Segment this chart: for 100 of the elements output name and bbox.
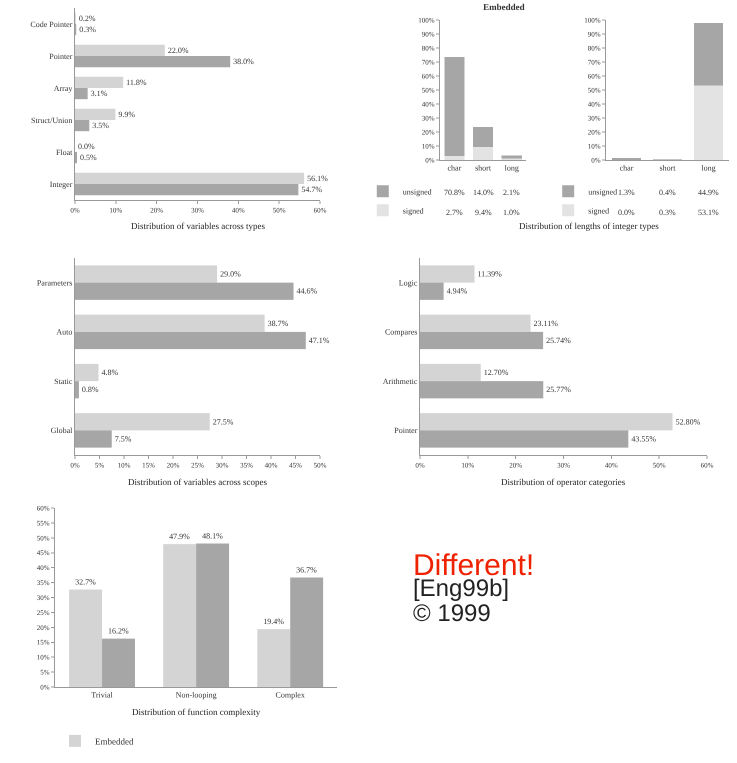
data-label: 0.3% <box>79 25 96 34</box>
bar <box>75 108 116 120</box>
bar <box>420 430 628 448</box>
data-label: 38.7% <box>268 318 289 328</box>
bar <box>75 172 304 184</box>
data-label: 2.1% <box>503 188 520 197</box>
x-tick-label: short <box>475 164 492 173</box>
data-label: 53.1% <box>698 208 719 217</box>
data-label: 56.1% <box>307 174 328 183</box>
x-tick-label: long <box>701 164 716 173</box>
bar <box>473 146 494 160</box>
bar <box>444 57 464 156</box>
bar <box>196 544 230 687</box>
data-label: 29.0% <box>220 270 242 279</box>
x-tick-label: char <box>447 164 462 173</box>
data-label: 25.77% <box>546 385 572 394</box>
bar <box>444 156 464 160</box>
text: © 1999 <box>413 600 491 627</box>
y-tick-label: Code Pointer <box>30 20 73 29</box>
bar <box>75 44 165 56</box>
x-axis-title: Distribution of function complexity <box>132 707 261 717</box>
bar <box>75 120 90 132</box>
data-label: 16.2% <box>108 626 130 636</box>
bar <box>420 265 474 283</box>
data-label: 3.1% <box>90 89 108 98</box>
bar <box>75 430 112 448</box>
bar <box>75 364 99 382</box>
bar <box>75 314 265 332</box>
bar <box>694 86 723 160</box>
bar <box>75 56 230 68</box>
data-label: 0.0% <box>618 208 635 217</box>
y-tick-label: Arithmetic <box>382 376 418 386</box>
x-tick-label: Complex <box>276 690 305 700</box>
x-tick-label: char <box>620 164 634 173</box>
chart-title: Embedded <box>483 2 525 12</box>
data-label: 11.8% <box>126 78 147 87</box>
data-label: 1.0% <box>503 208 520 217</box>
data-label: 14.0% <box>473 188 494 197</box>
x-axis-title: Distribution of variables across scopes <box>128 477 268 487</box>
x-tick-label: short <box>660 164 676 173</box>
legend-label: signed <box>402 206 424 216</box>
data-label: 43.55% <box>631 434 656 444</box>
bar <box>420 332 544 350</box>
bar <box>502 156 522 159</box>
legend-label: signed <box>588 206 610 216</box>
bar <box>257 629 290 687</box>
data-label: 12.70% <box>484 368 509 378</box>
x-tick-label: Non-looping <box>176 690 217 700</box>
y-tick-label: Integer <box>50 180 73 189</box>
data-label: 4.94% <box>446 286 468 296</box>
y-tick-label: Logic <box>398 278 418 288</box>
bar <box>75 413 210 430</box>
data-label: 23.11% <box>534 318 558 328</box>
data-label: 48.1% <box>202 532 224 540</box>
data-label: 38.0% <box>233 57 254 66</box>
x-axis-title: Distribution of lengths of integer types <box>519 221 660 231</box>
data-label: 44.9% <box>698 188 719 197</box>
bar <box>420 314 531 332</box>
y-tick-label: Auto <box>56 328 72 337</box>
bar <box>420 413 673 430</box>
data-label: 7.5% <box>114 434 132 444</box>
data-label: 36.7% <box>296 566 318 575</box>
data-label: 25.74% <box>546 336 572 345</box>
bar <box>75 76 124 88</box>
bar <box>69 589 102 687</box>
bar <box>694 22 723 86</box>
y-tick-label: Pointer <box>394 426 418 436</box>
data-label: 9.9% <box>118 110 136 119</box>
data-label: 70.8% <box>444 188 465 197</box>
x-axis-title: Distribution of variables across types <box>131 221 266 231</box>
data-label: 11.39% <box>477 270 502 279</box>
y-tick-label: Pointer <box>49 52 73 61</box>
y-tick-label: Float <box>56 148 74 157</box>
data-label: 9.4% <box>475 208 492 217</box>
data-label: 0.3% <box>659 208 676 217</box>
bar <box>473 127 494 147</box>
data-label: 3.5% <box>92 121 110 130</box>
data-label: 4.8% <box>102 368 119 378</box>
y-tick-label: Global <box>50 426 74 436</box>
data-label: 0.8% <box>82 385 99 394</box>
bar <box>75 184 298 196</box>
data-label: 54.7% <box>301 185 322 194</box>
y-tick-label: Struct/Union <box>31 116 72 125</box>
data-label: 32.7% <box>75 577 96 586</box>
data-label: 22.0% <box>168 46 189 55</box>
y-tick-label: Static <box>54 376 73 386</box>
y-tick-label: Parameters <box>36 278 72 288</box>
y-tick-label: Array <box>54 84 72 93</box>
bar <box>163 544 196 687</box>
data-label: 0.0% <box>78 142 95 151</box>
bar <box>75 381 79 398</box>
bar <box>420 364 481 382</box>
legend-label: unsigned <box>402 187 432 196</box>
bar <box>75 282 294 300</box>
data-label: 27.5% <box>212 417 234 426</box>
bar <box>75 88 88 100</box>
bar <box>420 282 444 300</box>
x-tick-label: Trivial <box>91 690 114 700</box>
legend-label: Embedded <box>95 736 134 746</box>
bar <box>75 265 218 283</box>
